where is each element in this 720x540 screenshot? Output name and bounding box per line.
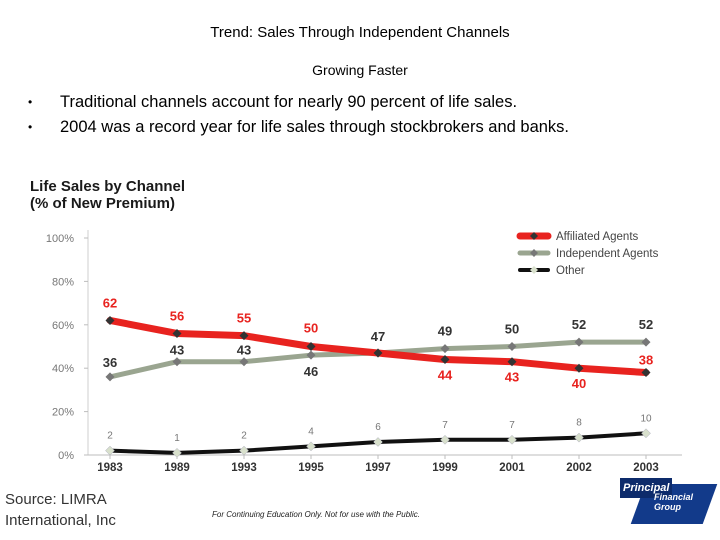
x-tick-label: 1989 (164, 462, 190, 474)
legend-label: Affiliated Agents (556, 231, 639, 243)
logo-sub2: Group (654, 502, 681, 512)
data-label-other: 2 (107, 431, 113, 442)
source-note: Source: LIMRA International, Inc (5, 489, 116, 531)
chart-heading-line1: Life Sales by Channel (30, 178, 186, 195)
data-point (306, 350, 316, 360)
y-tick-label: 100% (46, 233, 74, 245)
bullet-dot: • (28, 95, 33, 109)
disclaimer: For Continuing Education Only. Not for u… (212, 510, 420, 519)
data-point (373, 348, 383, 358)
data-label-independent: 49 (438, 324, 452, 339)
data-label-independent: 36 (103, 355, 117, 370)
data-point (574, 363, 584, 373)
data-point (172, 447, 182, 458)
y-tick-label: 40% (52, 363, 74, 375)
logo-subtext: Financial Group (654, 492, 693, 512)
legend-label: Other (556, 265, 585, 277)
legend-label: Independent Agents (556, 248, 659, 260)
data-label-independent: 46 (304, 364, 318, 379)
data-label-other: 8 (576, 418, 582, 429)
data-label-affiliated: 44 (438, 368, 453, 383)
chart-heading: Life Sales by Channel (% of New Premium) (30, 178, 185, 212)
data-label-independent: 43 (170, 343, 184, 358)
x-tick-label: 2003 (633, 462, 659, 474)
x-tick-label: 1995 (298, 462, 324, 474)
x-tick-label: 2002 (566, 462, 592, 474)
data-label-independent: 43 (237, 343, 251, 358)
data-point (239, 445, 249, 456)
data-point (574, 337, 584, 347)
x-tick-label: 1993 (231, 462, 257, 474)
legend-marker (530, 249, 538, 257)
data-point (172, 357, 182, 367)
data-label-affiliated: 47 (371, 329, 385, 344)
data-point (574, 432, 584, 443)
data-point (239, 357, 249, 367)
x-tick-label: 1999 (432, 462, 458, 474)
principal-logo: Principal Financial Group (620, 478, 718, 524)
data-label-affiliated: 43 (505, 370, 519, 385)
data-point (440, 355, 450, 365)
bullet-list: • Traditional channels account for nearl… (28, 90, 569, 140)
data-point (641, 337, 651, 347)
bullet-dot: • (28, 120, 33, 134)
logo-sub1: Financial (654, 492, 694, 502)
source-line2: International, Inc (5, 512, 116, 529)
data-point (641, 428, 651, 439)
x-tick-label: 1983 (97, 462, 123, 474)
data-label-other: 2 (241, 431, 247, 442)
data-point (507, 434, 517, 445)
data-point (440, 344, 450, 354)
data-label-independent: 52 (639, 317, 653, 332)
series-line-1 (107, 339, 649, 380)
chart-heading-line2: (% of New Premium) (30, 195, 176, 212)
data-label-other: 10 (640, 413, 652, 424)
bullet-text: 2004 was a record year for life sales th… (60, 118, 570, 136)
data-label-independent: 50 (505, 322, 519, 337)
data-point (373, 437, 383, 447)
data-label-other: 1 (174, 433, 180, 444)
data-point (641, 368, 651, 378)
bullet-item: • 2004 was a record year for life sales … (28, 115, 569, 140)
legend-marker (530, 232, 538, 240)
y-tick-label: 20% (52, 407, 74, 419)
data-label-affiliated: 55 (237, 311, 251, 326)
legend-marker (530, 266, 538, 274)
y-tick-label: 80% (52, 276, 74, 288)
data-point (440, 434, 450, 445)
data-point (105, 315, 115, 325)
data-point (507, 342, 517, 351)
page-subtitle: Growing Faster (312, 62, 408, 78)
source-line1: Source: LIMRA (5, 491, 107, 508)
data-point (105, 445, 115, 456)
y-tick-label: 0% (58, 450, 74, 462)
data-point (507, 357, 517, 367)
x-tick-label: 2001 (499, 462, 525, 474)
data-label-affiliated: 56 (170, 308, 184, 323)
data-label-other: 7 (509, 420, 515, 431)
y-tick-label: 60% (52, 320, 74, 332)
bullet-item: • Traditional channels account for nearl… (28, 90, 569, 115)
page-title: Trend: Sales Through Independent Channel… (210, 24, 510, 41)
data-point (105, 372, 115, 382)
logo-word: Principal (620, 478, 672, 498)
data-label-affiliated: 40 (572, 376, 586, 391)
data-point (239, 331, 249, 341)
data-point (306, 441, 316, 452)
x-tick-label: 1997 (365, 462, 391, 474)
data-label-other: 4 (308, 426, 314, 437)
data-label-other: 7 (442, 420, 448, 431)
data-label-affiliated: 50 (304, 321, 318, 336)
data-label-other: 6 (375, 422, 381, 433)
data-label-independent: 52 (572, 317, 586, 332)
data-point (306, 342, 316, 351)
data-point (172, 328, 182, 338)
data-label-affiliated: 62 (103, 295, 117, 310)
data-label-affiliated: 38 (639, 353, 653, 368)
bullet-text: Traditional channels account for nearly … (60, 93, 518, 111)
